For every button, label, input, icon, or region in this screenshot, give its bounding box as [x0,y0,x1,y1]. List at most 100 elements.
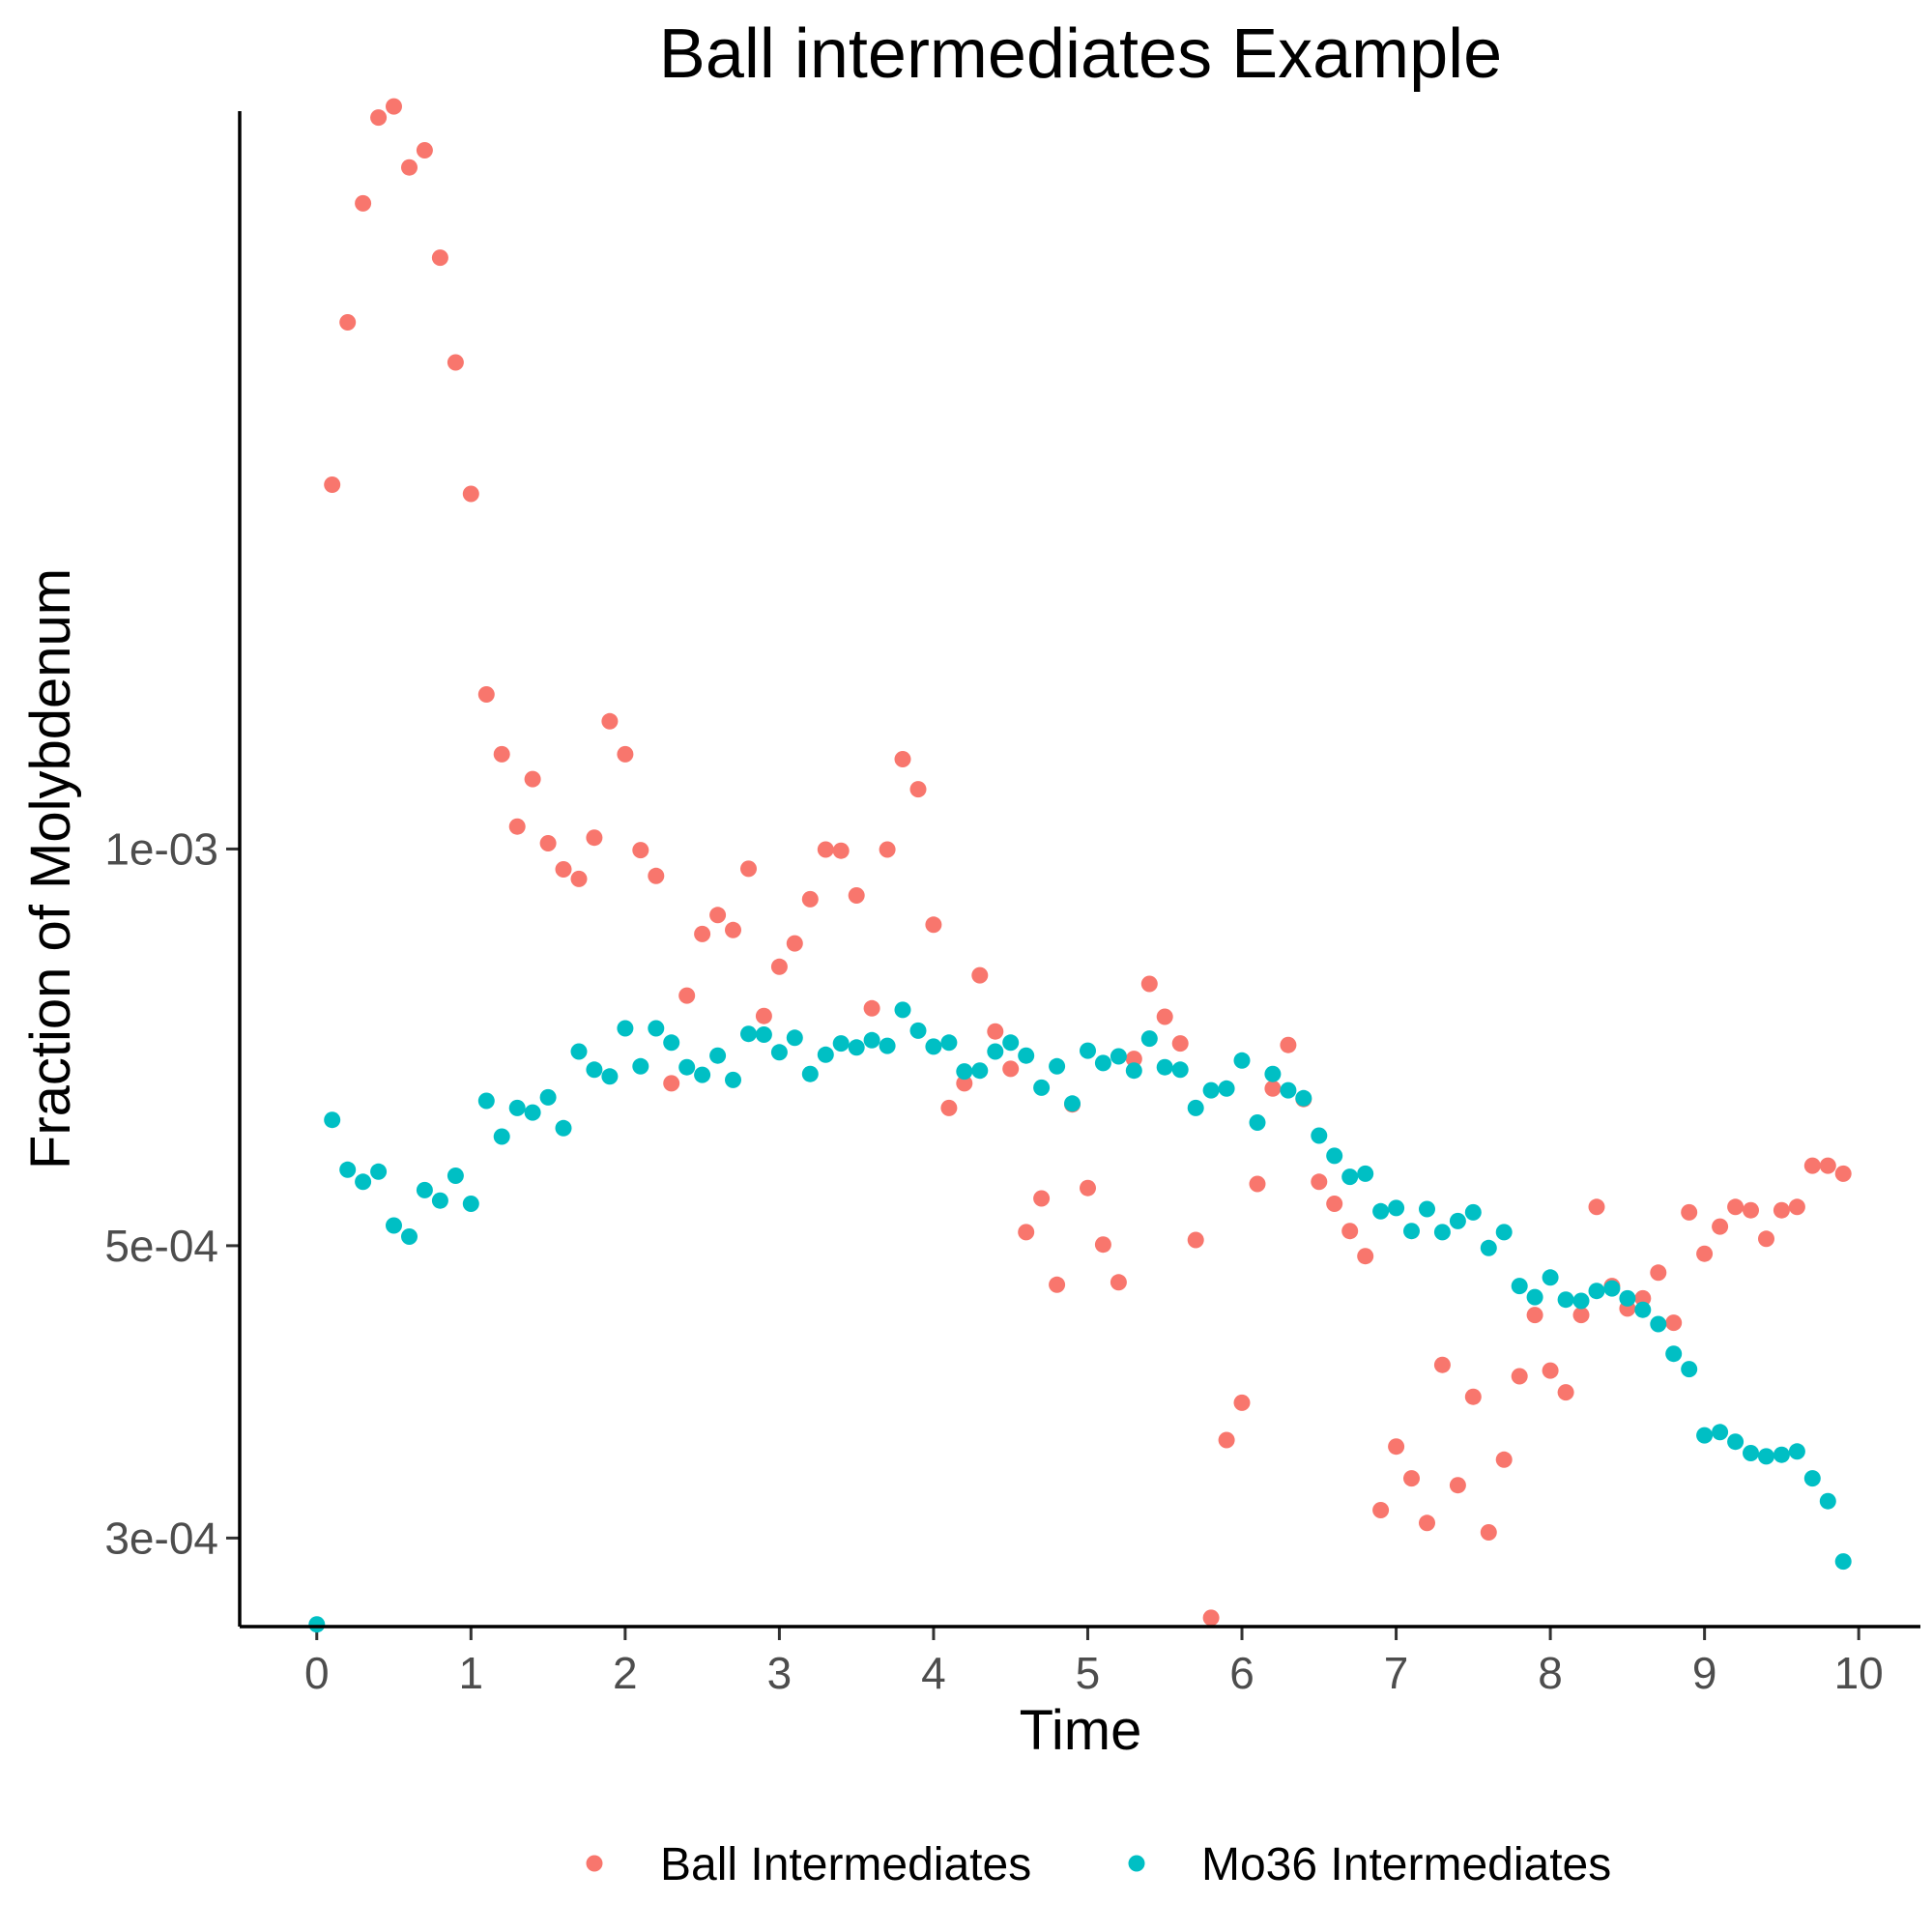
point-mo36-intermediates [832,1035,850,1053]
point-mo36-intermediates [1002,1034,1020,1052]
point-ball-intermediates [956,1075,973,1092]
point-ball-intermediates [1634,1289,1652,1307]
point-mo36-intermediates [1572,1292,1590,1310]
y-axis-ticks: 3e-04 5e-04 1e-03 [104,823,240,1563]
point-ball-intermediates [1249,1175,1266,1193]
point-ball-intermediates [848,887,865,904]
legend-marker-ball-intermediates [586,1855,603,1872]
point-ball-intermediates [1049,1276,1066,1293]
point-ball-intermediates [1788,1198,1805,1216]
point-ball-intermediates [1171,1035,1189,1053]
point-ball-intermediates [801,890,819,908]
point-mo36-intermediates [940,1034,958,1052]
point-mo36-intermediates [355,1173,372,1191]
point-mo36-intermediates [416,1181,433,1198]
point-mo36-intermediates [740,1025,757,1043]
point-mo36-intermediates [1171,1061,1189,1079]
point-ball-intermediates [431,249,448,267]
point-ball-intermediates [725,921,741,938]
legend-label-ball-intermediates: Ball Intermediates [660,1839,1031,1890]
point-ball-intermediates [416,142,433,159]
legend-marker-mo36-intermediates [1128,1855,1145,1872]
point-ball-intermediates [1080,1179,1096,1197]
point-mo36-intermediates [648,1020,665,1037]
point-ball-intermediates [632,842,649,859]
point-ball-intermediates [832,842,850,859]
point-ball-intermediates [617,745,634,763]
x-tick-label: 7 [1384,1648,1409,1698]
point-ball-intermediates [586,829,603,847]
x-tick-label: 8 [1538,1648,1563,1698]
point-ball-intermediates [1264,1080,1282,1097]
point-ball-intermediates [386,98,402,115]
point-mo36-intermediates [1125,1062,1142,1080]
x-tick-label: 2 [613,1648,638,1698]
point-mo36-intermediates [339,1161,357,1178]
point-mo36-intermediates [1511,1278,1528,1295]
point-mo36-intermediates [678,1058,696,1076]
point-mo36-intermediates [1542,1269,1559,1286]
point-mo36-intermediates [1449,1212,1466,1229]
point-mo36-intermediates [1665,1345,1683,1363]
point-ball-intermediates [1018,1224,1035,1241]
x-tick-label: 9 [1692,1648,1717,1698]
point-ball-intermediates [863,999,880,1017]
point-ball-intermediates [1681,1203,1698,1221]
point-mo36-intermediates [848,1039,865,1056]
point-mo36-intermediates [1249,1114,1266,1131]
data-points [308,98,1852,1633]
point-ball-intermediates [539,835,557,851]
point-mo36-intermediates [1773,1446,1790,1463]
point-ball-intermediates [1526,1307,1543,1324]
point-ball-intermediates [447,354,464,371]
point-mo36-intermediates [401,1228,418,1245]
point-ball-intermediates [740,860,757,878]
point-mo36-intermediates [956,1063,973,1081]
point-ball-intermediates [1819,1157,1836,1174]
point-mo36-intermediates [1788,1443,1805,1460]
point-ball-intermediates [477,686,495,703]
point-mo36-intermediates [1187,1099,1204,1116]
point-ball-intermediates [1727,1198,1745,1216]
point-mo36-intermediates [755,1026,772,1043]
point-mo36-intermediates [694,1066,711,1083]
point-mo36-intermediates [1480,1239,1497,1256]
x-tick-label: 0 [304,1648,330,1698]
point-mo36-intermediates [1603,1280,1621,1297]
point-mo36-intermediates [1619,1289,1636,1307]
x-tick-label: 3 [767,1648,793,1698]
point-ball-intermediates [601,712,619,730]
point-mo36-intermediates [431,1192,448,1209]
point-ball-intermediates [1202,1609,1220,1627]
point-ball-intermediates [570,870,588,887]
point-ball-intermediates [1696,1245,1714,1262]
point-ball-intermediates [817,841,834,858]
point-ball-intermediates [1033,1190,1051,1207]
point-ball-intermediates [493,745,510,763]
point-ball-intermediates [879,841,896,858]
point-mo36-intermediates [817,1046,834,1063]
x-tick-label: 4 [921,1648,946,1698]
point-mo36-intermediates [1388,1199,1405,1217]
point-ball-intermediates [555,861,572,878]
point-ball-intermediates [1140,975,1158,993]
point-mo36-intermediates [1464,1203,1482,1221]
point-ball-intermediates [678,987,696,1004]
point-mo36-intermediates [1341,1168,1359,1186]
point-ball-intermediates [1326,1196,1343,1212]
point-mo36-intermediates [524,1104,541,1121]
point-ball-intermediates [1311,1173,1328,1191]
point-mo36-intermediates [1650,1315,1667,1333]
point-ball-intermediates [1542,1362,1559,1379]
point-ball-intermediates [1464,1388,1482,1405]
point-mo36-intermediates [1357,1165,1374,1182]
point-mo36-intermediates [1634,1301,1652,1318]
point-ball-intermediates [1712,1218,1729,1235]
point-ball-intermediates [1156,1008,1173,1025]
point-ball-intermediates [1388,1438,1405,1456]
point-ball-intermediates [1341,1223,1359,1240]
point-mo36-intermediates [586,1061,603,1079]
point-mo36-intermediates [493,1128,510,1145]
x-axis-title: Time [1020,1699,1142,1762]
